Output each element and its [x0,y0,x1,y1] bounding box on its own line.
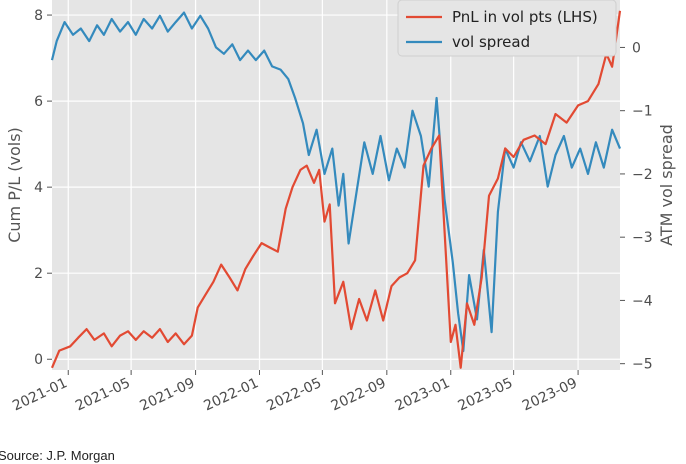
left-tick-label: 2 [34,266,43,282]
series-line-vol-spread [50,11,622,353]
x-tick-label: 2022-01 [201,375,261,414]
x-tick-label: 2023-05 [456,375,516,414]
left-tick-label: 8 [34,8,43,24]
right-tick-label: 0 [632,40,641,56]
right-tick-label: −5 [632,357,653,373]
x-tick-label: 2021-01 [10,375,70,414]
legend-label-spread: vol spread [452,33,530,51]
left-tick-label: 6 [34,94,43,110]
left-y-axis-title: Cum P/L (vols) [5,127,24,243]
legend: PnL in vol pts (LHS) vol spread [397,0,617,57]
right-y-axis-title: ATM vol spread [657,124,676,246]
legend-label-pnl: PnL in vol pts (LHS) [452,8,598,26]
x-tick-label: 2021-09 [137,375,197,414]
x-tick-label: 2023-01 [393,375,453,414]
x-tick-label: 2022-05 [264,375,324,414]
series-line-pnl [50,10,622,369]
source-note: Source: J.P. Morgan [0,448,115,463]
right-tick-label: −4 [632,293,653,309]
right-tick-label: −1 [632,104,653,120]
legend-box [397,0,617,57]
right-tick-label: −2 [632,167,653,183]
right-tick-label: −3 [632,230,653,246]
x-axis: 2021-01 2021-05 2021-09 2022-01 2022-05 2022-… [10,370,580,414]
left-y-axis: 0 2 4 6 8 [34,8,52,368]
left-tick-label: 4 [34,180,43,196]
left-tick-label: 0 [34,352,43,368]
right-y-axis: 0 −1 −2 −3 −4 −5 [620,40,653,373]
x-tick-label: 2022-09 [329,375,389,414]
x-tick-label: 2021-05 [73,375,133,414]
x-tick-label: 2023-09 [520,375,580,414]
series-layer [50,10,622,369]
